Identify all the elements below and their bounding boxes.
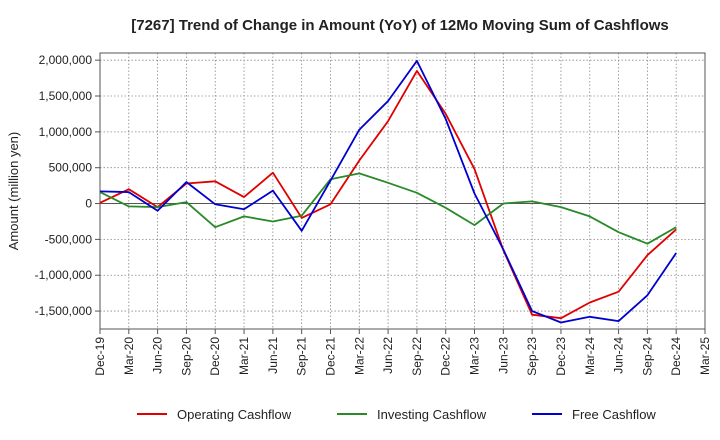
x-tick-label: Dec-23 [554,337,568,376]
x-tick-label: Mar-22 [352,337,366,375]
x-tick-label: Sep-21 [295,337,309,376]
axes [99,52,706,330]
plot-frame [99,52,706,330]
y-axis-ticks: 2,000,000 1,500,000 1,000,000 500,000 0 -500,… [35,53,100,318]
x-tick-label: Jun-22 [381,337,395,374]
x-tick-label: Sep-24 [640,337,654,376]
series-line-free-cashflow [99,60,677,324]
chart-title: [7267] Trend of Change in Amount (YoY) o… [131,17,669,34]
x-tick-label: Sep-22 [410,337,424,376]
series-lines [99,60,677,324]
y-axis-label: Amount (million yen) [6,132,21,251]
y-tick-label: 1,500,000 [39,89,93,103]
series-line-operating-cashflow [99,70,677,320]
x-tick-label: Mar-20 [122,337,136,375]
legend-label-free-cashflow: Free Cashflow [572,407,656,422]
y-tick-label: -1,500,000 [35,304,93,318]
x-tick-label: Jun-23 [496,337,510,374]
y-tick-label: 2,000,000 [39,53,93,67]
x-tick-label: Dec-22 [439,337,453,376]
x-tick-label: Jun-20 [151,337,165,374]
x-tick-label: Jun-24 [612,337,626,374]
y-tick-label: 500,000 [49,161,93,175]
x-tick-label: Dec-24 [669,337,683,376]
x-tick-label: Dec-19 [93,337,107,376]
x-tick-label: Sep-23 [525,337,539,376]
x-tick-label: Sep-20 [179,337,193,376]
x-tick-label: Mar-24 [583,337,597,375]
legend-label-investing-cashflow: Investing Cashflow [377,407,487,422]
x-tick-label: Mar-25 [698,337,712,375]
x-tick-label: Jun-21 [266,337,280,374]
x-tick-label: Dec-20 [208,337,222,376]
series-line-investing-cashflow [99,172,677,245]
legend: Operating Cashflow Investing Cashflow Free… [137,407,656,422]
y-tick-label: -1,000,000 [35,268,93,282]
y-tick-label: -500,000 [45,232,93,246]
y-tick-label: 0 [85,197,92,211]
y-tick-label: 1,000,000 [39,125,93,139]
x-axis-ticks: Dec-19 Mar-20 Jun-20 Sep-20 Dec-20 Mar-21 Jun-… [93,329,712,376]
legend-label-operating-cashflow: Operating Cashflow [177,407,292,422]
grid [99,53,706,329]
x-tick-label: Mar-23 [468,337,482,375]
x-tick-label: Dec-21 [323,337,337,376]
x-tick-label: Mar-21 [237,337,251,375]
